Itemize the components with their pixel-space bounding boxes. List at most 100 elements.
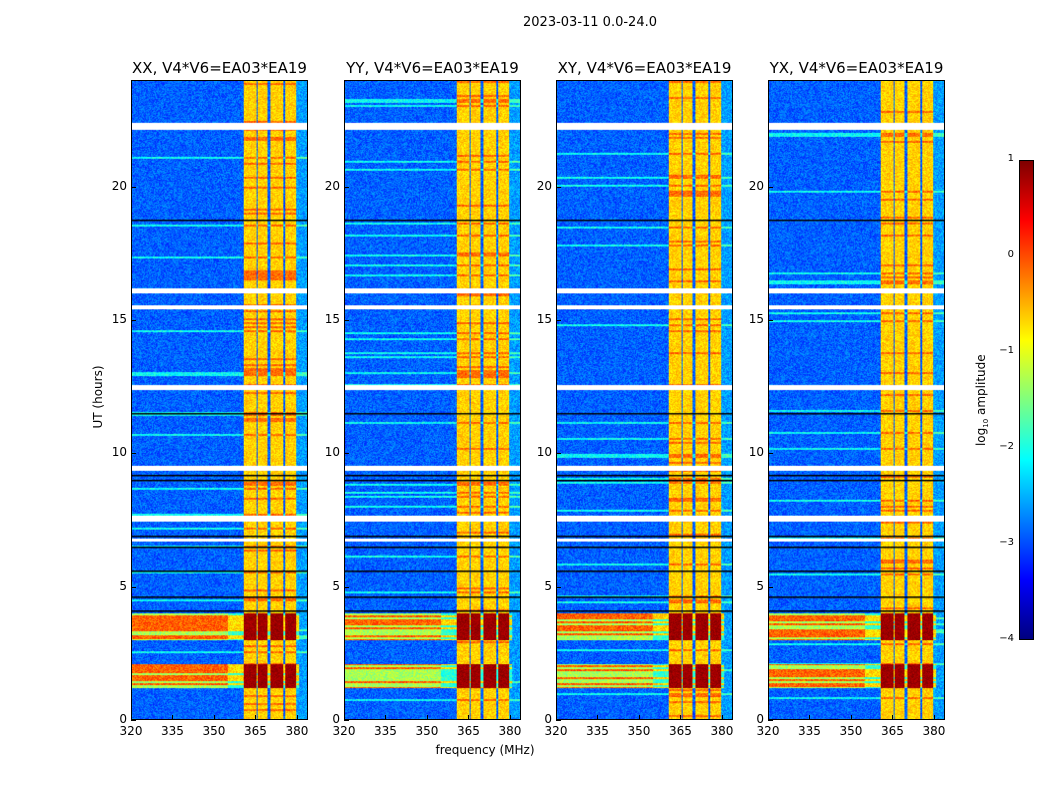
x-tick-label: 335 bbox=[798, 724, 821, 738]
y-tick-label: 15 bbox=[748, 312, 764, 326]
y-tick-label: 0 bbox=[332, 712, 340, 726]
y-tick-mark bbox=[131, 720, 136, 721]
heatmap-panel bbox=[768, 80, 945, 720]
x-tick-mark bbox=[131, 715, 132, 720]
x-tick-mark bbox=[296, 715, 298, 720]
x-tick-mark bbox=[509, 715, 511, 720]
y-tick-mark bbox=[131, 320, 136, 321]
y-tick-mark bbox=[131, 186, 136, 188]
x-tick-label: 335 bbox=[161, 724, 184, 738]
x-tick-mark bbox=[597, 715, 599, 720]
colorbar-tick-label: 1 bbox=[1007, 153, 1014, 164]
colorbar-label: log10 amplitude bbox=[973, 354, 991, 447]
heatmap-image bbox=[132, 81, 307, 719]
y-tick-label: 5 bbox=[544, 578, 552, 593]
y-tick-label: 5 bbox=[332, 578, 340, 593]
x-tick-label: 320 bbox=[756, 724, 780, 738]
x-tick-mark bbox=[850, 715, 852, 720]
y-tick-mark bbox=[344, 186, 349, 188]
heatmap-image bbox=[345, 81, 520, 719]
y-tick-mark bbox=[131, 586, 136, 588]
y-tick-mark bbox=[768, 186, 773, 188]
x-tick-mark bbox=[255, 715, 257, 720]
y-tick-label: 20 bbox=[111, 178, 127, 193]
y-tick-mark bbox=[768, 586, 773, 588]
panel-title: XX, V4*V6=EA03*EA19 bbox=[132, 59, 307, 77]
colorbar-tick-label: −2 bbox=[999, 441, 1014, 452]
x-tick-label: 365 bbox=[669, 724, 692, 738]
y-axis-label: UT (hours) bbox=[91, 365, 105, 429]
x-tick-mark bbox=[213, 715, 215, 720]
y-tick-label: 10 bbox=[111, 445, 127, 460]
x-tick-label: 365 bbox=[244, 724, 267, 738]
heatmap-panel bbox=[131, 80, 308, 720]
x-tick-label: 350 bbox=[415, 724, 439, 738]
y-tick-mark bbox=[556, 586, 561, 588]
x-tick-label: 320 bbox=[119, 724, 143, 738]
panel-title: YX, V4*V6=EA03*EA19 bbox=[769, 59, 944, 77]
y-tick-mark bbox=[768, 453, 773, 455]
y-tick-mark bbox=[344, 320, 349, 321]
y-tick-label: 10 bbox=[536, 445, 552, 460]
y-tick-label: 15 bbox=[324, 312, 340, 326]
y-tick-label: 0 bbox=[119, 712, 127, 726]
x-tick-mark bbox=[468, 715, 470, 720]
y-tick-label: 5 bbox=[119, 578, 127, 593]
x-tick-label: 335 bbox=[586, 724, 609, 738]
x-tick-mark bbox=[556, 715, 557, 720]
y-tick-mark bbox=[344, 586, 349, 588]
x-tick-label: 350 bbox=[839, 724, 863, 738]
y-tick-label: 20 bbox=[324, 178, 340, 193]
heatmap-image bbox=[769, 81, 944, 719]
y-tick-mark bbox=[556, 320, 561, 321]
y-tick-label: 20 bbox=[748, 178, 764, 193]
y-tick-label: 10 bbox=[324, 445, 340, 460]
y-tick-label: 20 bbox=[536, 178, 552, 193]
x-axis-label: frequency (MHz) bbox=[435, 743, 535, 757]
x-tick-mark bbox=[638, 715, 640, 720]
colorbar-tick-label: −4 bbox=[999, 633, 1014, 644]
colorbar bbox=[1019, 160, 1034, 640]
x-tick-label: 380 bbox=[710, 724, 734, 738]
x-tick-label: 350 bbox=[627, 724, 651, 738]
x-tick-mark bbox=[385, 715, 387, 720]
colorbar-tick-label: 0 bbox=[1007, 249, 1014, 260]
y-tick-mark bbox=[344, 720, 349, 721]
y-tick-mark bbox=[556, 453, 561, 455]
x-tick-mark bbox=[172, 715, 174, 720]
heatmap-image bbox=[557, 81, 732, 719]
x-tick-mark bbox=[892, 715, 894, 720]
heatmap-panel bbox=[344, 80, 521, 720]
x-tick-label: 320 bbox=[544, 724, 568, 738]
x-tick-mark bbox=[768, 715, 769, 720]
y-tick-mark bbox=[768, 720, 773, 721]
x-tick-mark bbox=[721, 715, 723, 720]
y-tick-label: 0 bbox=[544, 712, 552, 726]
x-tick-label: 320 bbox=[332, 724, 356, 738]
heatmap-panel bbox=[556, 80, 733, 720]
y-tick-mark bbox=[131, 453, 136, 455]
y-tick-label: 15 bbox=[536, 312, 552, 326]
x-tick-label: 335 bbox=[374, 724, 397, 738]
x-tick-label: 380 bbox=[285, 724, 309, 738]
y-tick-label: 15 bbox=[111, 312, 127, 326]
y-tick-mark bbox=[768, 320, 773, 321]
y-tick-label: 5 bbox=[756, 578, 764, 593]
x-tick-mark bbox=[426, 715, 428, 720]
y-tick-label: 10 bbox=[748, 445, 764, 460]
colorbar-tick-label: −1 bbox=[999, 345, 1014, 356]
x-tick-label: 365 bbox=[881, 724, 904, 738]
colorbar-tick-label: −3 bbox=[999, 537, 1014, 548]
x-tick-mark bbox=[680, 715, 682, 720]
x-tick-mark bbox=[809, 715, 811, 720]
x-tick-label: 380 bbox=[922, 724, 946, 738]
y-tick-mark bbox=[556, 186, 561, 188]
x-tick-mark bbox=[933, 715, 935, 720]
x-tick-label: 350 bbox=[202, 724, 226, 738]
figure-title: 2023-03-11 0.0-24.0 bbox=[523, 15, 657, 30]
y-tick-mark bbox=[556, 720, 561, 721]
panel-title: XY, V4*V6=EA03*EA19 bbox=[557, 59, 732, 77]
y-tick-mark bbox=[344, 453, 349, 455]
x-tick-mark bbox=[344, 715, 345, 720]
